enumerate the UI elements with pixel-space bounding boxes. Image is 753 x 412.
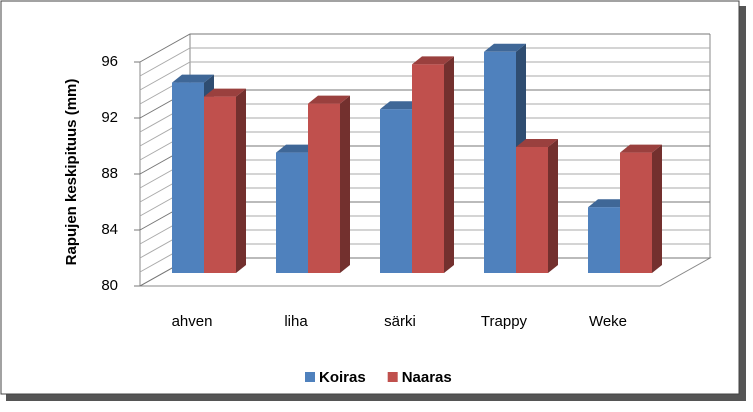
bar — [412, 64, 444, 274]
bar-top — [308, 95, 350, 104]
y-tick-label: 84 — [101, 221, 118, 238]
x-tick-label: särki — [384, 313, 416, 330]
x-tick-label: liha — [284, 313, 308, 330]
chart-frame — [0, 0, 740, 395]
bar — [588, 207, 620, 273]
bar — [276, 152, 308, 273]
bar-top — [204, 88, 246, 97]
x-tick-label: ahven — [172, 313, 213, 330]
bar-top — [412, 56, 454, 65]
bar — [204, 96, 236, 273]
bar — [620, 152, 652, 273]
bar-top — [620, 144, 662, 153]
bar-top — [276, 144, 318, 153]
legend-swatch — [387, 372, 398, 382]
bar — [380, 109, 412, 273]
bar-top — [588, 199, 630, 208]
bar-side — [548, 139, 558, 273]
bar-top — [380, 101, 422, 110]
y-axis-title: Rapujen keskipituus (mm) — [63, 79, 80, 266]
bar-top — [516, 139, 558, 147]
grid-line — [139, 33, 710, 63]
y-tick-label: 80 — [101, 277, 118, 294]
legend-label: Koiras — [319, 369, 366, 386]
legend-swatch — [305, 372, 315, 382]
bar-side — [340, 95, 350, 273]
bar-top — [484, 43, 526, 52]
minor-grid-line — [139, 61, 710, 91]
bar — [484, 51, 516, 273]
y-tick-label: 88 — [101, 165, 118, 182]
y-tick-label: 92 — [101, 109, 118, 126]
minor-grid-line — [139, 47, 710, 77]
bar-side — [652, 144, 662, 273]
x-tick-label: Trappy — [481, 313, 528, 330]
bar-side — [236, 88, 246, 273]
bar-side — [444, 56, 454, 274]
bar — [516, 147, 548, 273]
bar — [308, 103, 340, 273]
y-tick-label: 96 — [101, 53, 118, 70]
bar — [172, 82, 204, 273]
bar-top — [172, 74, 214, 83]
legend-label: Naaras — [402, 369, 452, 386]
x-tick-label: Weke — [589, 313, 627, 330]
